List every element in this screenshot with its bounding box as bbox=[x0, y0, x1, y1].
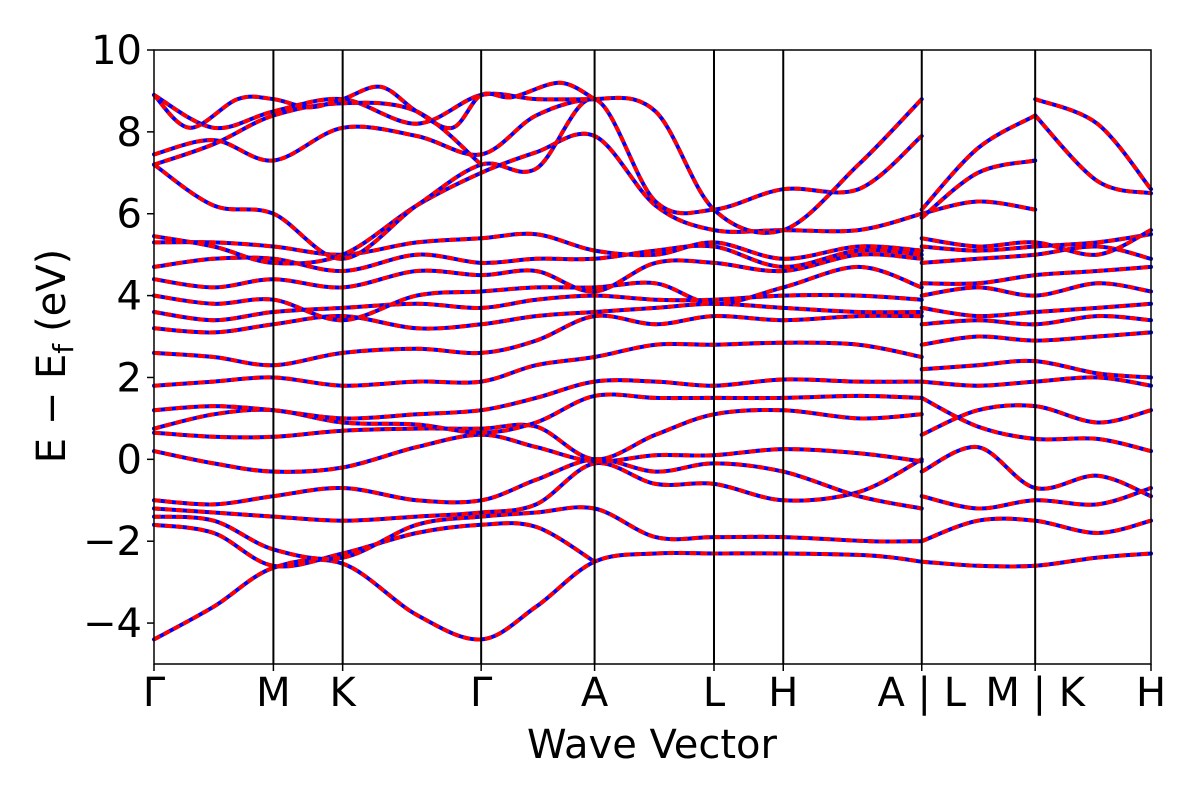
band-line-overlay-38 bbox=[1034, 97, 1153, 191]
x-tick-label-4: A bbox=[581, 670, 609, 716]
band-line-42 bbox=[152, 100, 484, 167]
band-line-overlay-9 bbox=[153, 432, 922, 474]
band-line-overlay-17 bbox=[153, 340, 923, 388]
y-tick-label-0: 10 bbox=[91, 28, 142, 74]
band-line-overlay-39 bbox=[153, 95, 924, 235]
x-tick-label-2: K bbox=[330, 670, 358, 716]
band-line-overlay-36 bbox=[152, 97, 924, 261]
x-axis-label: Wave Vector bbox=[527, 722, 778, 768]
y-tick-label-4: 2 bbox=[117, 355, 142, 401]
band-line-33 bbox=[152, 131, 924, 266]
band-line-overlay-43 bbox=[152, 80, 596, 131]
kpoint-lines-layer bbox=[272, 50, 1037, 664]
band-line-overlay-37 bbox=[920, 158, 1036, 220]
band-line-overlay-42 bbox=[153, 100, 483, 167]
bands-layer bbox=[152, 80, 1153, 642]
y-tick-label-1: 8 bbox=[117, 110, 142, 156]
band-line-overlay-41 bbox=[152, 91, 595, 131]
band-line-overlay-2 bbox=[153, 521, 596, 569]
band-line-overlay-6 bbox=[921, 486, 1152, 511]
y-tick-label-2: 6 bbox=[117, 192, 142, 238]
band-line-35 bbox=[1033, 113, 1153, 196]
y-axis-label-main: E − E bbox=[29, 354, 75, 464]
y-axis-label: E − Ef (eV) bbox=[29, 249, 80, 464]
y-axis-label-subscript: f bbox=[47, 343, 80, 354]
x-tick-label-3: Γ bbox=[470, 670, 493, 716]
y-ticks-layer: 10 8 6 4 2 0 −2 −4 bbox=[83, 28, 154, 647]
y-tick-label-5: 0 bbox=[117, 437, 142, 483]
band-line-overlay-12 bbox=[920, 403, 1152, 437]
band-line-overlay-27 bbox=[153, 252, 922, 294]
x-tick-label-8: M | K bbox=[985, 670, 1086, 716]
band-line-overlay-35 bbox=[1033, 114, 1152, 196]
band-line-11 bbox=[152, 407, 924, 462]
band-line-16 bbox=[919, 358, 1153, 380]
x-tick-label-7: A | L bbox=[877, 670, 966, 716]
y-tick-label-6: −2 bbox=[83, 519, 142, 565]
band-line-overlay-31 bbox=[153, 231, 922, 261]
y-tick-label-7: −4 bbox=[83, 601, 142, 647]
band-line-overlay-8 bbox=[920, 445, 1152, 499]
x-tick-label-9: H bbox=[1136, 670, 1166, 716]
x-tick-label-5: L bbox=[703, 670, 726, 716]
band-line-9 bbox=[152, 432, 924, 474]
x-tick-label-0: Γ bbox=[143, 670, 166, 716]
y-axis-label-unit: (eV) bbox=[29, 249, 75, 332]
band-line-overlay-11 bbox=[153, 407, 922, 462]
x-tick-label-1: M bbox=[256, 670, 291, 716]
plot-frame bbox=[153, 49, 1152, 665]
y-tick-label-3: 4 bbox=[117, 274, 142, 320]
x-tick-label-6: H bbox=[768, 670, 798, 716]
band-line-overlay-40 bbox=[920, 113, 1037, 211]
band-line-overlay-34 bbox=[921, 199, 1036, 216]
